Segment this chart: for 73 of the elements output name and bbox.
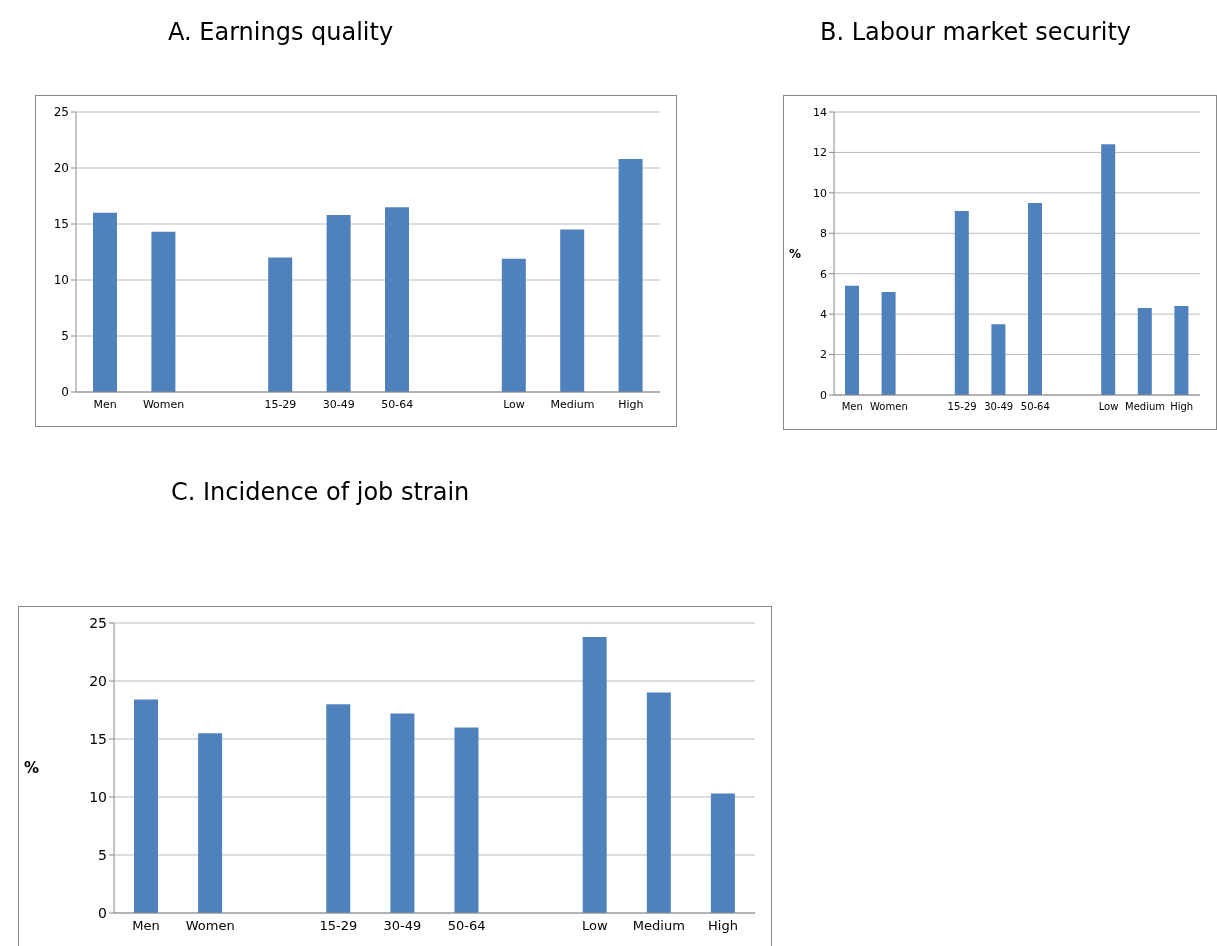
x-tick-label: 30-49 [984,401,1014,413]
y-tick-label: 0 [61,385,69,400]
y-tick-label: 15 [53,217,69,232]
x-tick-label: High [618,397,644,411]
x-tick-label: Medium [1125,401,1166,413]
bar [618,159,643,392]
x-tick-label: Women [870,401,908,413]
x-tick-label: Medium [632,918,685,934]
bar [845,285,859,395]
x-tick-label: 50-64 [447,918,486,934]
bar [151,231,176,392]
y-tick-label: 6 [820,267,827,281]
bar [1137,308,1152,395]
x-tick-label: 15-29 [264,397,297,411]
y-tick-label: 25 [89,614,107,631]
bar [390,713,415,913]
bar [501,258,526,392]
y-tick-label: 5 [98,846,107,863]
x-tick-label: 50-64 [1020,401,1050,413]
bar [710,793,735,913]
chart-title: A. Earnings quality [168,18,394,46]
y-tick-label: 8 [820,227,827,241]
bar [582,636,607,913]
bar [560,229,585,392]
x-tick-label: Men [93,397,117,411]
y-tick-label: 14 [813,105,827,119]
y-tick-label: 10 [89,788,107,805]
bar [881,291,896,395]
chart-title: C. Incidence of job strain [171,478,470,506]
bar [326,704,351,913]
y-tick-label: 0 [820,388,827,402]
x-tick-label: High [708,918,738,934]
x-tick-label: 30-49 [383,918,422,934]
bar [1028,202,1042,395]
y-tick-label: 20 [89,672,107,689]
bar [1174,306,1189,395]
bar [646,692,671,913]
y-tick-label: 10 [813,186,827,200]
bar [991,324,1006,395]
y-tick-label: 25 [53,105,69,120]
bar [93,212,117,392]
y-tick-label: 0 [98,904,107,921]
y-axis-title: % [24,759,40,778]
x-tick-label: 30-49 [322,397,355,411]
y-tick-label: 20 [53,161,69,176]
y-tick-label: 5 [61,329,69,344]
x-tick-label: Low [1098,401,1119,413]
x-tick-label: 15-29 [319,918,358,934]
bar [454,727,479,913]
x-tick-label: Men [132,918,160,934]
x-tick-label: Men [841,401,863,413]
x-tick-label: High [1170,401,1194,413]
chart-title: B. Labour market security [820,18,1132,46]
y-tick-label: 4 [820,308,827,322]
bar [326,215,351,392]
y-tick-label: 12 [813,146,827,160]
bar [1101,144,1116,395]
x-tick-label: Low [581,918,608,934]
bar [198,733,223,913]
y-tick-label: 15 [89,730,107,747]
x-tick-label: Women [142,397,185,411]
y-tick-label: 10 [53,273,69,288]
y-tick-label: 2 [820,348,827,362]
x-tick-label: 50-64 [381,397,414,411]
x-tick-label: Medium [550,397,595,411]
x-tick-label: 15-29 [947,401,977,413]
bar [134,699,158,913]
x-tick-label: Women [185,918,235,934]
y-axis-title: % [789,246,802,261]
bar [954,211,969,395]
bar [385,207,409,392]
bar [268,257,293,392]
x-tick-label: Low [503,397,525,411]
